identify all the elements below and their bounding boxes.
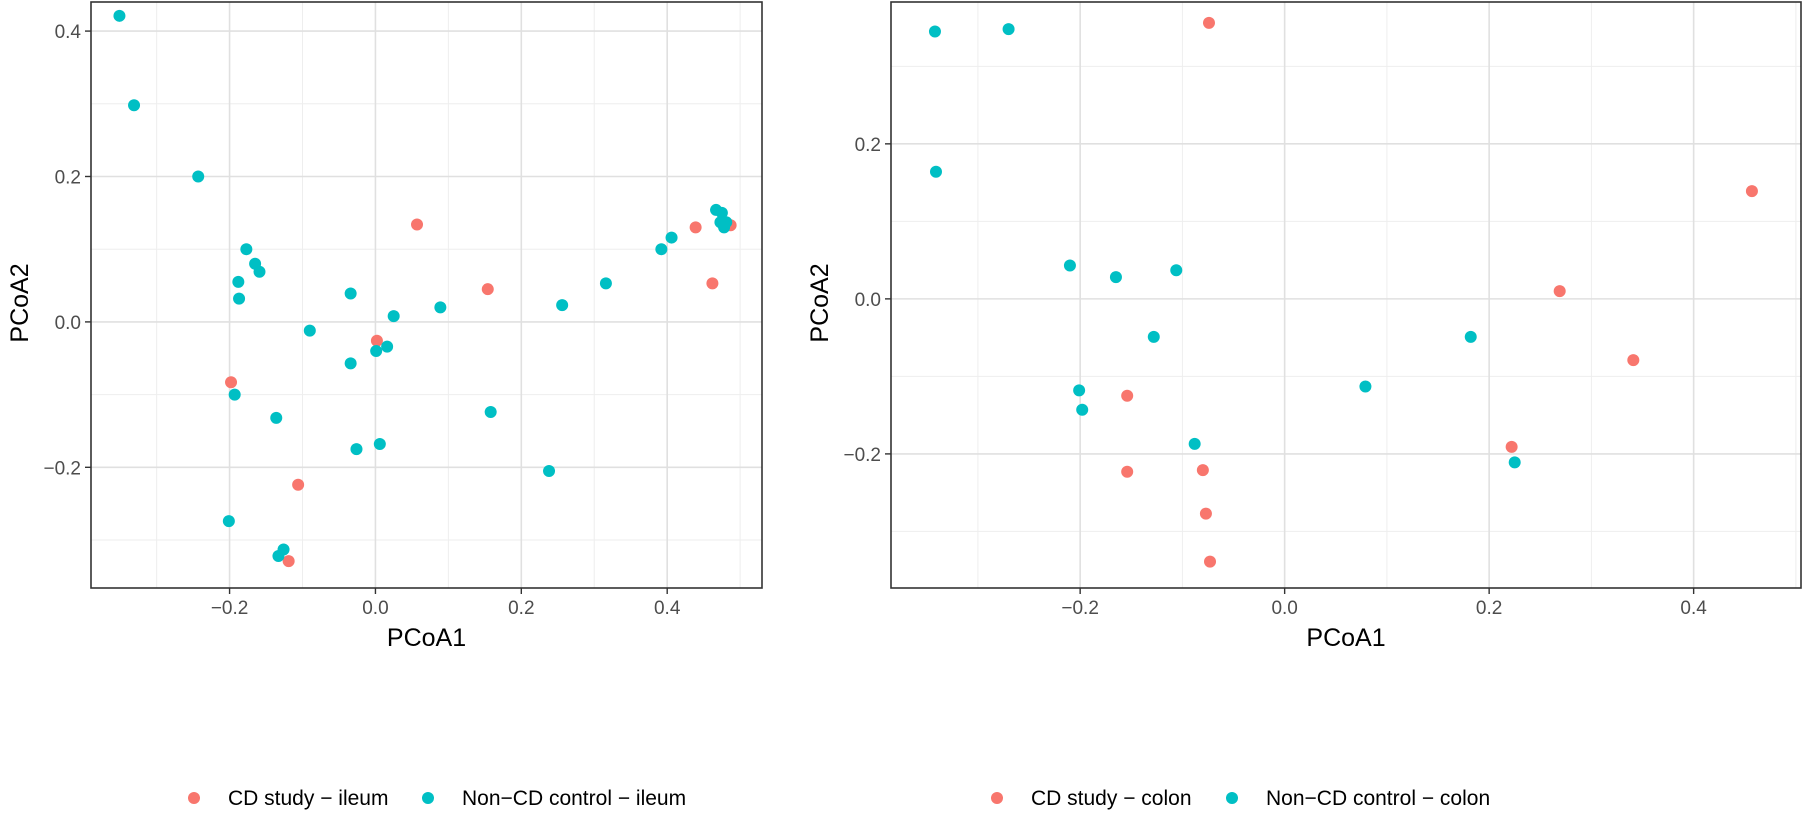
legend-label: Non−CD control − colon — [1266, 787, 1490, 810]
data-point — [228, 388, 241, 401]
data-point — [929, 165, 942, 178]
data-point — [1147, 330, 1160, 343]
data-point — [556, 299, 569, 312]
y-axis-title: PCoA2 — [806, 263, 834, 342]
panel-background — [91, 2, 762, 588]
legend: CD study − ileum Non−CD control − ileum — [188, 787, 686, 810]
data-point — [543, 464, 556, 477]
data-point — [1196, 464, 1209, 477]
x-axis-title: PCoA1 — [387, 624, 466, 652]
data-point — [1627, 354, 1640, 367]
data-point — [706, 277, 719, 290]
data-point — [303, 324, 316, 337]
data-point — [928, 25, 941, 38]
data-point — [225, 376, 238, 389]
legend-key — [188, 792, 200, 804]
data-point — [484, 406, 497, 419]
data-point — [270, 411, 283, 424]
data-point — [282, 555, 295, 568]
panel-1: −0.2 0.0 0.2 0.4 −0.2 0.0 0.2 0.4 PCoA1 PCoA2 CD s… — [6, 1, 763, 810]
data-point — [1073, 384, 1086, 397]
panel-background — [891, 2, 1801, 588]
y-axis-title: PCoA2 — [6, 263, 34, 342]
data-point — [665, 231, 678, 244]
data-point — [240, 243, 253, 256]
data-point — [222, 515, 235, 528]
data-point — [387, 310, 400, 323]
data-point — [292, 478, 305, 491]
legend: CD study − colon Non−CD control − colon — [991, 787, 1490, 810]
panel-2: −0.2 0.0 0.2 0.4 −0.2 0.0 0.2 PCoA1 PCoA2 CD stud… — [806, 1, 1802, 810]
data-point — [344, 357, 357, 370]
data-point — [272, 550, 285, 563]
series-non-cd-control — [113, 9, 733, 563]
panel-border — [890, 1, 1802, 589]
series-non-cd-control — [928, 23, 1521, 469]
data-point — [344, 287, 357, 300]
x-tick-label: −0.2 — [211, 598, 249, 619]
data-point — [1002, 23, 1015, 36]
data-point — [1109, 271, 1122, 284]
x-tick-label: 0.0 — [362, 598, 388, 619]
x-tick-label: −0.2 — [1061, 598, 1099, 619]
data-point — [373, 438, 386, 451]
data-point — [1464, 330, 1477, 343]
legend-label: CD study − ileum — [228, 787, 388, 810]
data-point — [411, 218, 424, 231]
data-point — [370, 334, 383, 347]
legend-key — [422, 792, 434, 804]
data-point — [192, 170, 205, 183]
data-point — [1505, 440, 1518, 453]
data-point — [253, 265, 266, 278]
data-point — [715, 206, 728, 219]
data-point — [718, 221, 731, 234]
data-point — [1076, 403, 1089, 416]
x-tick-label: 0.4 — [654, 598, 681, 619]
data-point — [1188, 437, 1201, 450]
data-point — [1063, 259, 1076, 272]
legend-key — [1226, 792, 1238, 804]
y-tick-label: 0.2 — [855, 135, 881, 156]
data-point — [1508, 456, 1521, 469]
data-point — [1202, 16, 1215, 29]
data-point — [1359, 380, 1372, 393]
legend-label: Non−CD control − ileum — [462, 787, 686, 810]
x-axis-title: PCoA1 — [1306, 624, 1385, 652]
data-point — [599, 277, 612, 290]
y-tick-label: 0.2 — [55, 167, 81, 188]
x-tick-label: 0.2 — [1476, 598, 1502, 619]
data-point — [1204, 555, 1217, 568]
y-tick-label: −0.2 — [843, 445, 881, 466]
y-tick-label: 0.0 — [855, 290, 881, 311]
data-point — [1553, 285, 1566, 298]
data-point — [655, 243, 668, 256]
series-cd-study — [1121, 16, 1758, 568]
data-point — [233, 292, 246, 305]
data-point — [1170, 264, 1183, 277]
y-tick-label: 0.4 — [55, 22, 82, 43]
data-point — [689, 221, 702, 234]
y-tick-label: −0.2 — [43, 458, 81, 479]
data-point — [1745, 185, 1758, 198]
legend-label: CD study − colon — [1031, 787, 1192, 810]
data-point — [350, 443, 363, 456]
data-point — [128, 99, 141, 112]
panel-border — [90, 1, 763, 589]
data-point — [1121, 389, 1134, 402]
data-point — [1121, 465, 1134, 478]
data-point — [113, 9, 126, 22]
data-point — [481, 283, 494, 296]
y-tick-label: 0.0 — [55, 313, 81, 334]
data-point — [1199, 507, 1212, 520]
data-point — [434, 301, 447, 314]
x-tick-label: 0.2 — [508, 598, 534, 619]
data-point — [381, 340, 394, 353]
x-tick-label: 0.4 — [1680, 598, 1707, 619]
series-cd-study — [225, 218, 737, 568]
data-point — [370, 344, 383, 357]
legend-key — [991, 792, 1003, 804]
data-point — [232, 275, 245, 288]
x-tick-label: 0.0 — [1271, 598, 1297, 619]
